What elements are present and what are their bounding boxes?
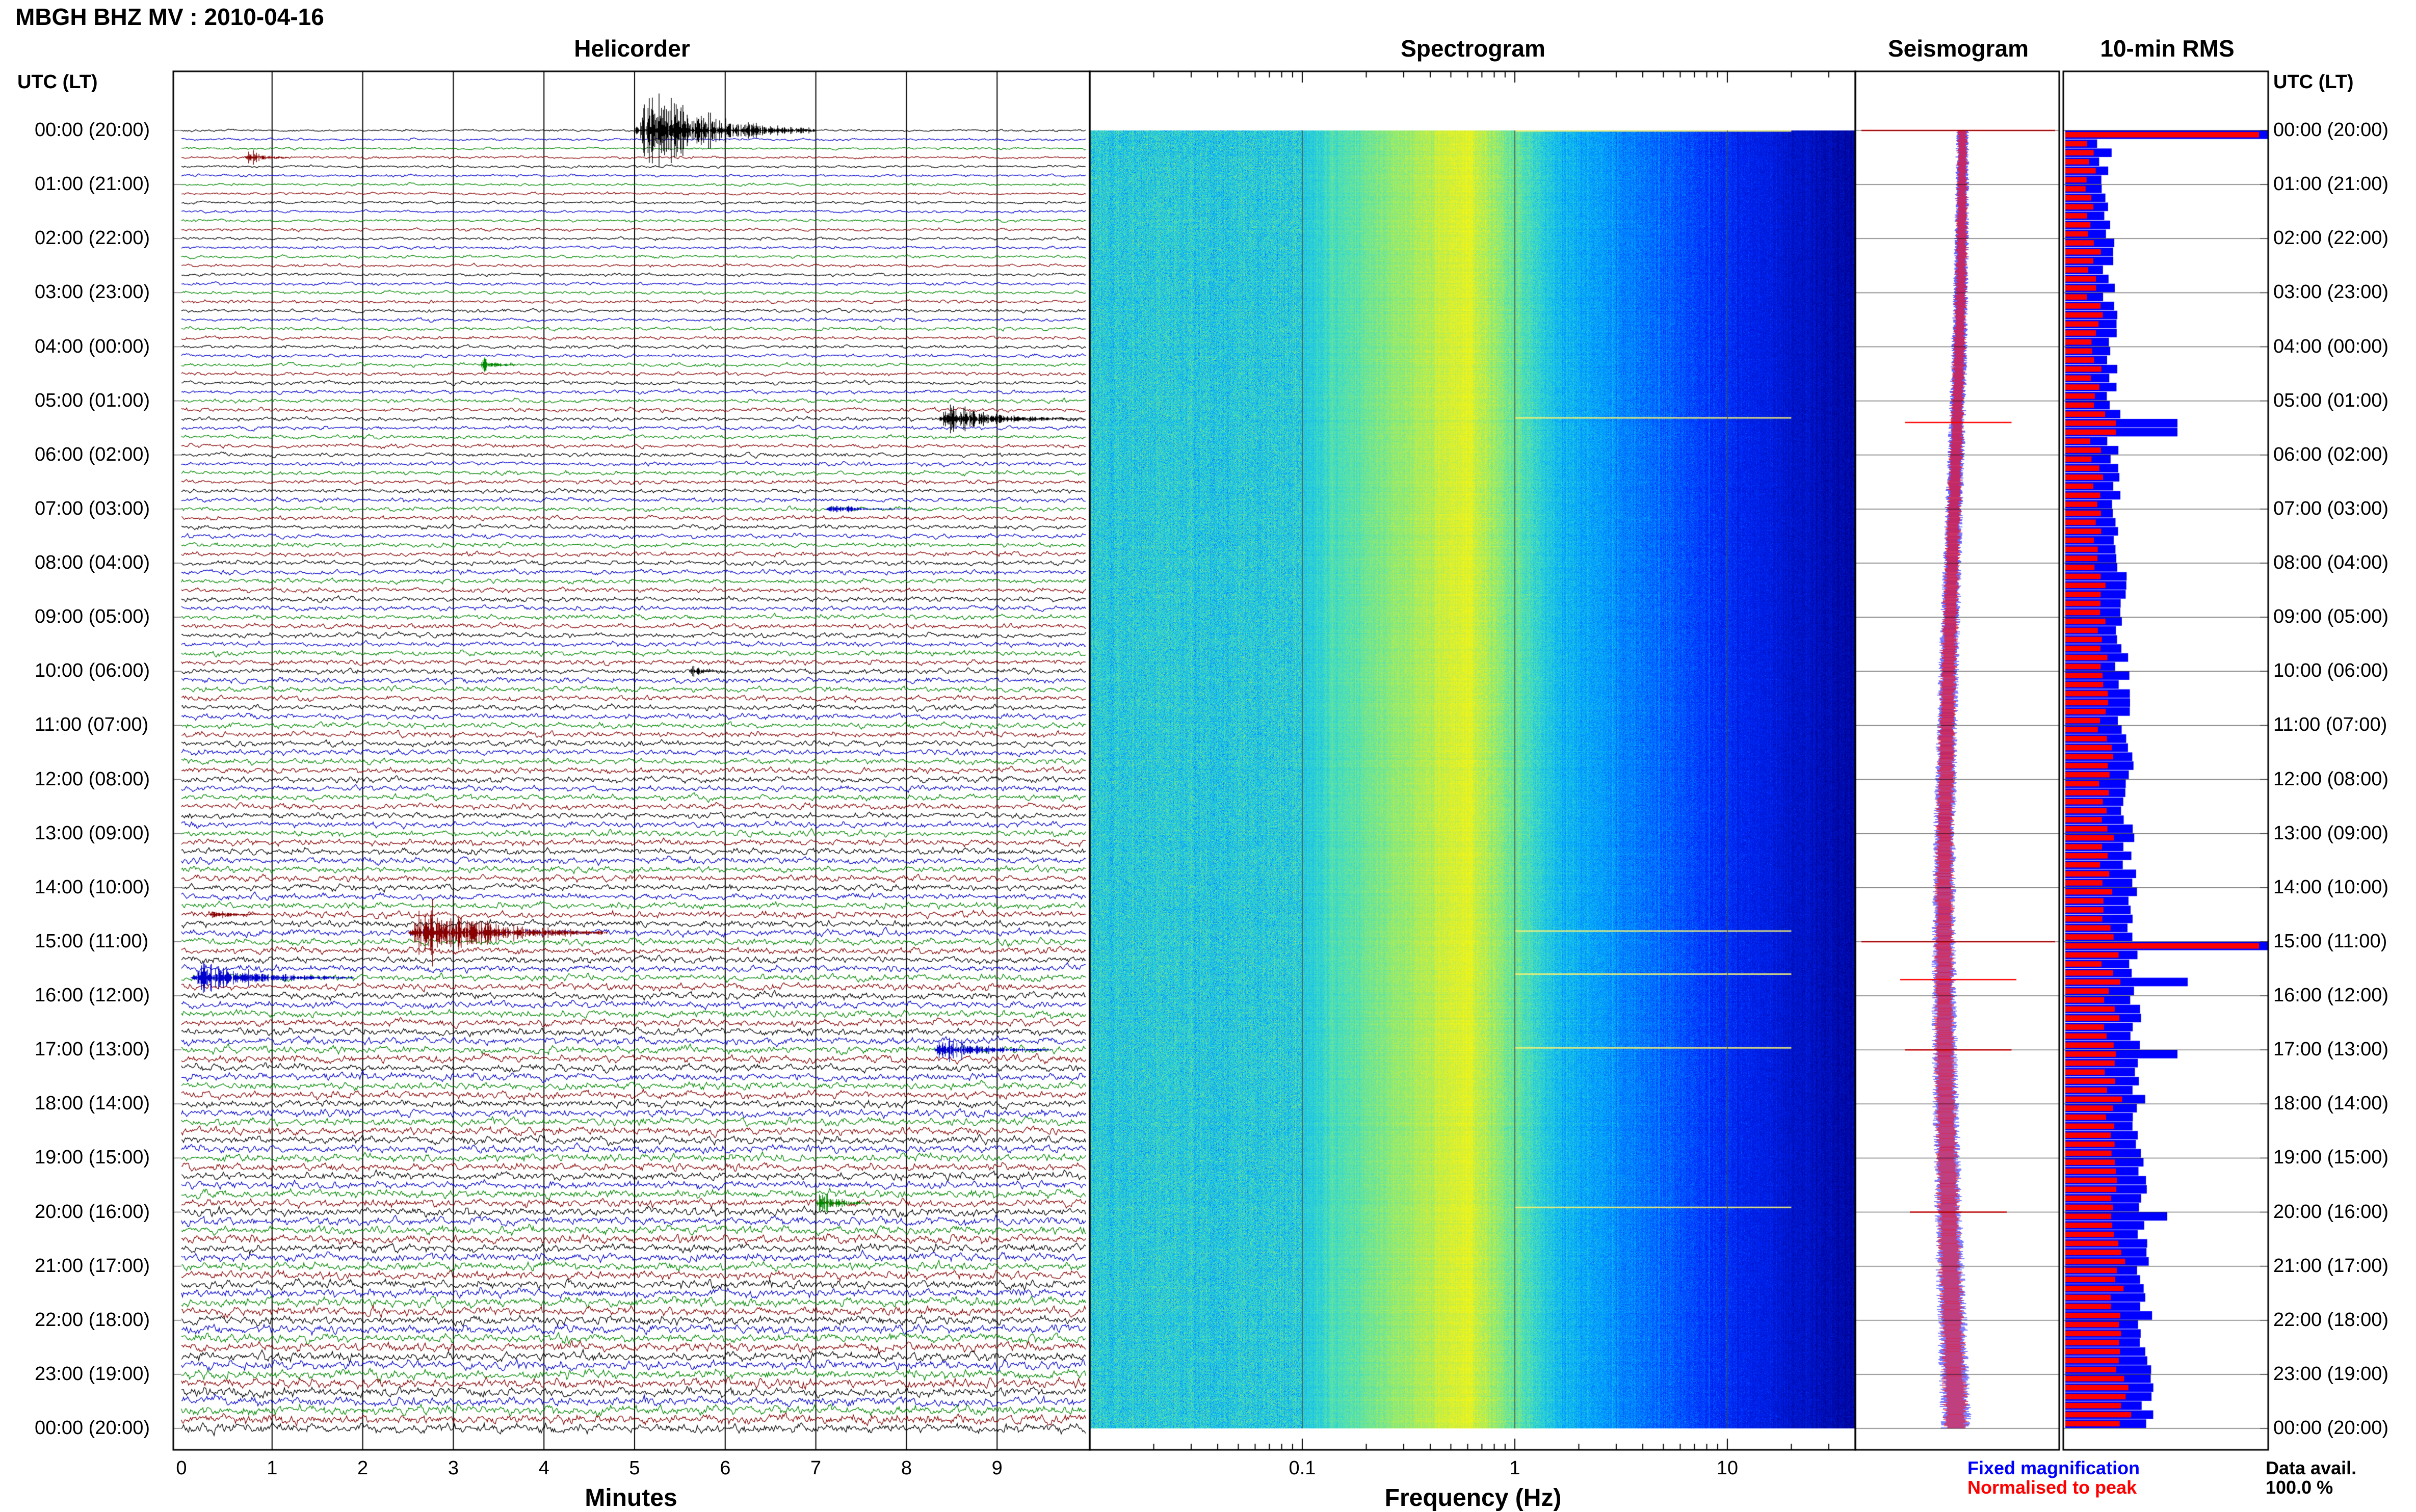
time-label-left: 10:00 (06:00): [35, 660, 150, 682]
helicorder-title: Helicorder: [574, 35, 690, 62]
time-label-right: 21:00 (17:00): [2273, 1255, 2389, 1277]
time-axis-header-left: UTC (LT): [17, 71, 98, 93]
time-label-left: 12:00 (08:00): [35, 768, 150, 790]
time-label-right: 13:00 (09:00): [2273, 822, 2389, 844]
time-label-right: 05:00 (01:00): [2273, 389, 2389, 411]
spectrogram-title: Spectrogram: [1401, 35, 1545, 62]
data-avail-label: Data avail.: [2266, 1457, 2357, 1478]
time-label-right: 08:00 (04:00): [2273, 552, 2389, 573]
time-label-left: 11:00 (07:00): [35, 714, 149, 736]
time-label-left: 13:00 (09:00): [35, 822, 150, 844]
time-label-left: 20:00 (16:00): [35, 1201, 150, 1223]
frequency-axis-label: Frequency (Hz): [1384, 1484, 1562, 1511]
frequency-tick-label: 0.1: [1289, 1457, 1316, 1479]
time-label-left: 14:00 (10:00): [35, 876, 150, 898]
minute-tick-label: 7: [810, 1457, 822, 1479]
minute-tick-label: 6: [720, 1457, 731, 1479]
time-label-left: 21:00 (17:00): [35, 1255, 150, 1277]
minutes-axis-label: Minutes: [585, 1484, 677, 1511]
time-label-right: 00:00 (20:00): [2273, 1417, 2389, 1439]
time-label-left: 17:00 (13:00): [35, 1039, 150, 1060]
frequency-tick-label: 1: [1509, 1457, 1520, 1479]
minute-tick-label: 2: [357, 1457, 369, 1479]
minute-tick-label: 3: [448, 1457, 459, 1479]
time-label-right: 03:00 (23:00): [2273, 281, 2389, 303]
time-label-left: 00:00 (20:00): [35, 1417, 150, 1439]
minute-tick-label: 5: [629, 1457, 640, 1479]
time-label-left: 01:00 (21:00): [35, 173, 150, 195]
seismogram-title: Seismogram: [1887, 35, 2029, 62]
time-label-right: 17:00 (13:00): [2273, 1039, 2389, 1060]
time-label-left: 22:00 (18:00): [35, 1309, 150, 1331]
time-label-right: 22:00 (18:00): [2273, 1309, 2389, 1331]
time-label-left: 16:00 (12:00): [35, 985, 150, 1006]
frequency-tick-label: 10: [1716, 1457, 1739, 1479]
time-label-right: 10:00 (06:00): [2273, 660, 2389, 682]
time-label-left: 09:00 (05:00): [35, 606, 150, 628]
time-label-right: 20:00 (16:00): [2273, 1201, 2389, 1223]
time-axis-header-right: UTC (LT): [2273, 71, 2354, 93]
time-label-right: 16:00 (12:00): [2273, 985, 2389, 1006]
time-label-right: 19:00 (15:00): [2273, 1147, 2389, 1169]
minute-tick-label: 8: [901, 1457, 912, 1479]
time-label-right: 07:00 (03:00): [2273, 497, 2389, 519]
time-label-left: 07:00 (03:00): [35, 497, 150, 519]
time-label-right: 04:00 (00:00): [2273, 335, 2389, 357]
time-label-right: 14:00 (10:00): [2273, 876, 2389, 898]
minute-tick-label: 0: [176, 1457, 187, 1479]
time-label-right: 15:00 (11:00): [2273, 930, 2387, 952]
time-label-right: 23:00 (19:00): [2273, 1363, 2389, 1385]
time-label-left: 00:00 (20:00): [35, 119, 150, 141]
time-label-left: 05:00 (01:00): [35, 389, 150, 411]
time-label-left: 04:00 (00:00): [35, 335, 150, 357]
time-label-right: 00:00 (20:00): [2273, 119, 2389, 141]
minute-tick-label: 4: [538, 1457, 549, 1479]
time-label-right: 02:00 (22:00): [2273, 227, 2389, 249]
time-label-left: 02:00 (22:00): [35, 227, 150, 249]
time-label-right: 01:00 (21:00): [2273, 173, 2389, 195]
time-label-right: 18:00 (14:00): [2273, 1093, 2389, 1115]
time-label-right: 11:00 (07:00): [2273, 714, 2387, 736]
legend-normalised: Normalised to peak: [1967, 1477, 2137, 1498]
time-label-right: 06:00 (02:00): [2273, 443, 2389, 465]
data-avail-value: 100.0 %: [2266, 1477, 2333, 1498]
time-label-left: 06:00 (02:00): [35, 443, 150, 465]
time-label-right: 12:00 (08:00): [2273, 768, 2389, 790]
rms-title: 10-min RMS: [2100, 35, 2235, 62]
time-label-left: 03:00 (23:00): [35, 281, 150, 303]
time-label-left: 15:00 (11:00): [35, 930, 149, 952]
time-label-left: 19:00 (15:00): [35, 1147, 150, 1169]
minute-tick-label: 9: [991, 1457, 1003, 1479]
time-label-left: 18:00 (14:00): [35, 1093, 150, 1115]
legend-fixed: Fixed magnification: [1967, 1457, 2140, 1478]
time-label-right: 09:00 (05:00): [2273, 606, 2389, 628]
time-label-left: 23:00 (19:00): [35, 1363, 150, 1385]
minute-tick-label: 1: [267, 1457, 278, 1479]
page-title: MBGH BHZ MV : 2010-04-16: [15, 4, 324, 30]
time-label-left: 08:00 (04:00): [35, 552, 150, 573]
